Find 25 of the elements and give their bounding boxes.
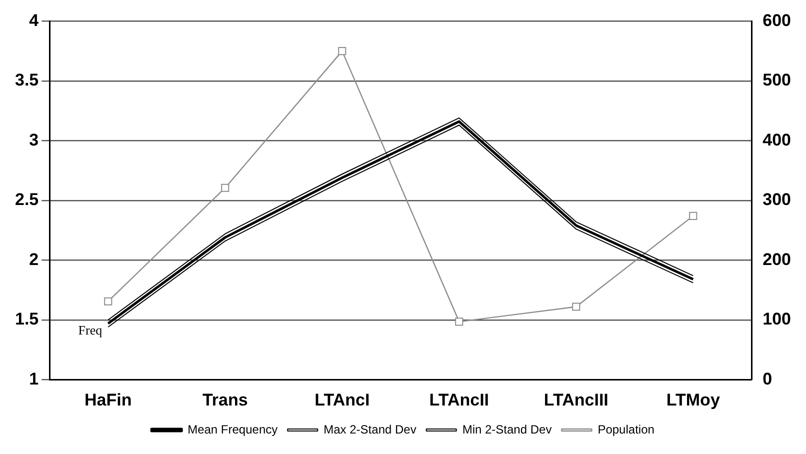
x-tick-label: Trans — [202, 390, 248, 410]
y-tick-label: 3 — [29, 130, 39, 150]
legend-label: Population — [598, 422, 654, 436]
y-tick-label: 1 — [29, 369, 39, 388]
x-tick-label: LTMoy — [666, 390, 720, 410]
y2-tick-label: 600 — [762, 10, 792, 30]
y-tick-label: 2 — [29, 250, 39, 269]
x-tick-label: LTAncII — [429, 390, 490, 410]
y2-tick-label: 500 — [762, 70, 792, 90]
y2-tick-label: 0 — [762, 369, 772, 388]
y2-tick-label: 200 — [762, 250, 792, 269]
y-tick-label: 3.5 — [14, 70, 39, 90]
x-tick-label: HaFin — [84, 390, 132, 410]
legend-label: Mean Frequency — [188, 422, 278, 436]
legend-label: Max 2-Stand Dev — [324, 422, 416, 436]
x-tick-label: LTAncI — [314, 390, 370, 410]
y2-tick-label: 400 — [762, 130, 792, 150]
y2-tick-label: 300 — [762, 190, 792, 210]
y-tick-label: 1.5 — [14, 310, 39, 329]
y-tick-label: 4 — [29, 10, 40, 30]
y-tick-label: 2.5 — [14, 190, 39, 210]
annotation: Freq — [78, 322, 103, 338]
y2-tick-label: 100 — [762, 310, 792, 329]
legend-label: Min 2-Stand Dev — [462, 422, 552, 436]
x-tick-label: LTAncIII — [544, 390, 608, 410]
